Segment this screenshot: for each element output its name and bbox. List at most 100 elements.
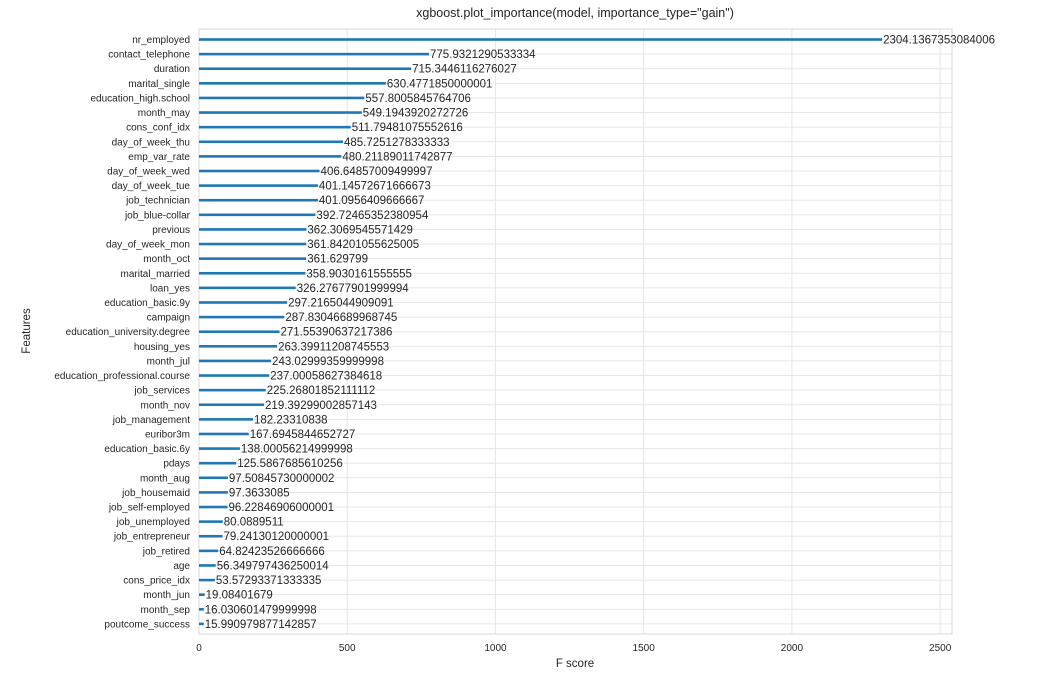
value-label: 219.39299002857143	[265, 400, 377, 412]
y-tick-label: month_nov	[141, 400, 190, 411]
x-tick-label: 1000	[484, 643, 507, 654]
y-tick-label: age	[173, 561, 190, 572]
bar	[199, 549, 219, 553]
bars	[199, 38, 883, 626]
bar	[199, 388, 266, 392]
y-tick-label: job_services	[133, 386, 190, 397]
y-tick-label: month_oct	[143, 254, 190, 265]
y-tick-label: job_management	[112, 415, 190, 426]
y-tick-label: job_blue-collar	[124, 210, 191, 221]
value-label: 96.22846906000001	[229, 502, 335, 514]
y-tick-label: marital_single	[128, 79, 190, 90]
value-label: 263.39911208745553	[278, 341, 389, 353]
x-axis-label: F score	[556, 658, 594, 670]
bar	[199, 359, 272, 363]
value-label: 167.6945844652727	[250, 429, 356, 441]
bar	[199, 155, 342, 158]
y-tick-label: euribor3m	[145, 429, 190, 440]
bar	[199, 578, 215, 582]
bar	[199, 345, 278, 348]
y-tick-label: job_retired	[142, 546, 190, 557]
value-label: 2304.1367353084006	[883, 35, 995, 47]
bar	[199, 461, 237, 465]
y-tick-label: month_jun	[143, 590, 190, 601]
y-tick-label: pdays	[163, 459, 190, 470]
y-tick-label: month_aug	[140, 473, 190, 484]
x-tick-label: 2000	[781, 643, 804, 654]
value-label: 362.3069545571429	[307, 224, 413, 236]
y-tick-label: nr_employed	[132, 35, 190, 46]
y-tick-label: housing_yes	[134, 342, 190, 353]
value-label: 56.349797436250014	[217, 560, 330, 572]
bar	[199, 403, 265, 407]
bar	[199, 213, 316, 217]
value-label: 19.08401679	[206, 590, 273, 602]
bar	[199, 198, 318, 202]
bar	[199, 38, 883, 41]
y-tick-label: job_entrepreneur	[113, 532, 191, 543]
y-tick-label: duration	[154, 64, 190, 75]
y-tick-label: loan_yes	[150, 283, 190, 294]
value-label: 297.2165044909091	[288, 297, 394, 309]
value-label: 401.14572671666673	[319, 181, 431, 193]
y-tick-label: education_university.degree	[66, 327, 191, 338]
value-label: 715.3446116276027	[412, 64, 517, 76]
y-tick-label: day_of_week_wed	[107, 166, 190, 177]
bar	[199, 82, 386, 85]
value-label: 549.1943920272726	[363, 108, 469, 120]
value-label: 271.55390637217386	[281, 327, 393, 339]
bar	[199, 534, 223, 538]
value-label: 557.8005845764706	[365, 93, 471, 105]
bar	[199, 447, 240, 450]
value-label: 64.82423526666666	[219, 546, 325, 558]
bar	[199, 432, 249, 436]
bar	[199, 418, 254, 421]
bar	[199, 242, 307, 246]
bar	[199, 111, 362, 114]
value-label: 358.9030161555555	[306, 268, 412, 280]
y-tick-label: job_self-employed	[108, 503, 190, 514]
bar	[199, 286, 296, 290]
value-label: 97.50845730000002	[229, 473, 335, 485]
y-tick-label: education_basic.6y	[104, 444, 190, 455]
y-tick-label: job_housemaid	[121, 488, 190, 499]
y-tick-label: campaign	[147, 313, 190, 324]
chart-title: xgboost.plot_importance(model, importanc…	[416, 6, 734, 20]
bar	[199, 564, 216, 567]
y-tick-label: month_jul	[147, 356, 190, 367]
value-label: 80.0889511	[224, 517, 284, 529]
bar	[199, 505, 228, 509]
y-tick-label: cons_conf_idx	[126, 123, 190, 134]
y-tick-label: day_of_week_mon	[106, 240, 190, 251]
y-tick-label: emp_var_rate	[128, 152, 190, 163]
value-label: 775.9321290533334	[430, 49, 536, 61]
value-label: 237.00058627384618	[270, 371, 382, 383]
y-tick-label: job_unemployed	[116, 517, 190, 528]
value-label: 16.030601479999998	[205, 604, 317, 616]
bar	[199, 169, 320, 173]
x-tick-labels: 0 500 1000 1500 2000 2500	[196, 643, 951, 654]
value-label: 511.79481075552616	[352, 122, 463, 134]
value-label: 630.4771850000001	[387, 78, 493, 90]
value-label: 53.57293371333335	[216, 575, 322, 587]
bar	[199, 491, 228, 494]
y-tick-label: month_sep	[141, 605, 191, 616]
y-tick-label: poutcome_success	[104, 619, 190, 630]
value-label: 480.21189011742877	[342, 151, 452, 163]
y-tick-label: previous	[152, 225, 190, 236]
bar	[199, 476, 228, 480]
bar	[199, 301, 288, 304]
value-label: 225.26801852111112	[267, 385, 376, 397]
value-labels: 2304.1367353084006 775.9321290533334 715.3…	[205, 35, 995, 631]
value-label: 392.72465352380954	[316, 210, 429, 222]
value-label: 401.0956409666667	[319, 195, 425, 207]
bar	[199, 520, 223, 523]
y-tick-label: day_of_week_thu	[112, 137, 190, 148]
value-label: 406.64857009499997	[321, 166, 433, 178]
bar	[199, 140, 343, 144]
bar	[199, 330, 280, 333]
bar	[199, 593, 205, 596]
value-label: 15.990979877142857	[205, 619, 317, 631]
value-label: 287.83046689968745	[285, 312, 397, 324]
